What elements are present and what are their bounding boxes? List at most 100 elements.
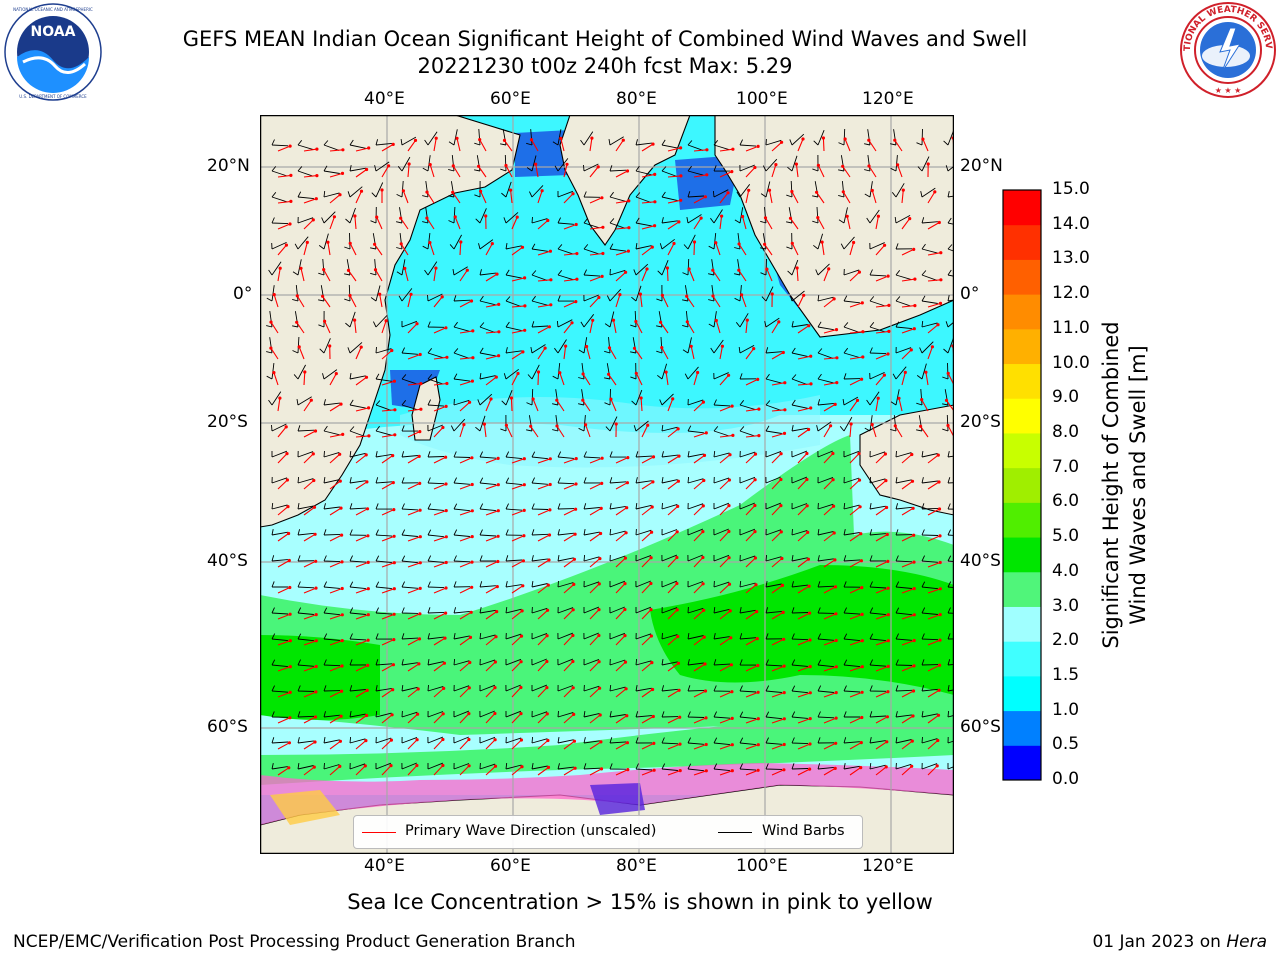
wind-barb <box>765 554 782 562</box>
wave-direction-arrow <box>641 481 654 490</box>
wind-barb <box>268 261 282 276</box>
wave-direction-arrow <box>842 165 851 178</box>
wave-direction-arrow <box>745 378 758 386</box>
wave-arrow-head <box>912 247 916 251</box>
wave-arrow-head <box>876 396 880 400</box>
wind-barb <box>397 156 411 172</box>
wave-direction-arrow <box>530 425 539 438</box>
wave-arrow-head <box>876 214 881 218</box>
wind-barb-swatch <box>718 832 752 833</box>
wave-direction-arrow <box>797 325 810 334</box>
wave-direction-arrow <box>400 243 409 256</box>
wind-barb <box>609 191 626 202</box>
wave-direction-arrow <box>300 268 305 282</box>
wind-barb <box>297 737 314 744</box>
wave-direction-arrow <box>374 243 383 256</box>
wind-barb <box>401 685 418 692</box>
wind-barb <box>427 659 444 666</box>
wave-direction-arrow <box>511 739 522 750</box>
wave-direction-arrow <box>277 398 281 412</box>
wave-direction-arrow <box>693 636 705 646</box>
wind-barb <box>297 425 315 432</box>
wave-direction-arrow <box>849 742 862 750</box>
wind-barb <box>657 260 669 276</box>
wave-direction-arrow <box>433 327 447 334</box>
wave-direction-arrow <box>712 269 721 282</box>
wave-direction-arrow <box>901 614 915 620</box>
wave-arrow-head <box>493 711 497 716</box>
wave-arrow-head <box>496 534 500 538</box>
wind-barb <box>947 581 954 589</box>
wave-direction-arrow <box>817 217 825 230</box>
wave-direction-arrow <box>849 613 863 620</box>
wind-barb <box>813 130 825 146</box>
wave-direction-arrow <box>771 584 783 594</box>
wind-barb <box>869 242 885 250</box>
wind-barb <box>479 347 496 357</box>
wave-direction-arrow <box>303 480 315 490</box>
wave-direction-arrow <box>715 320 721 334</box>
wave-direction-arrow <box>823 613 837 620</box>
wave-arrow-head <box>704 769 708 773</box>
wave-direction-arrow <box>844 138 851 152</box>
wave-arrow-head <box>574 507 578 511</box>
wave-direction-arrow <box>745 665 759 672</box>
wind-barb <box>765 528 782 536</box>
lat-tick-right-40s: 40°S <box>960 551 1001 571</box>
wave-arrow-head <box>314 559 318 563</box>
wind-barb <box>370 259 377 276</box>
wave-arrow-head <box>573 532 577 536</box>
wave-arrow-head <box>781 350 785 355</box>
wave-arrow-head <box>392 379 396 383</box>
wave-direction-arrow <box>901 740 913 750</box>
wave-direction-arrow <box>667 243 675 256</box>
wave-arrow-head <box>651 714 655 719</box>
wave-arrow-head <box>444 509 448 513</box>
wave-arrow-head <box>939 278 943 282</box>
wind-barb <box>557 580 574 588</box>
wind-barb <box>453 348 470 359</box>
wave-direction-arrow <box>927 535 941 542</box>
wave-direction-arrow <box>641 246 653 256</box>
wave-direction-arrow <box>641 506 653 516</box>
wind-barb <box>531 684 548 692</box>
wave-arrow-head <box>860 301 864 305</box>
wind-barb <box>869 322 886 333</box>
wave-direction-arrow <box>277 742 290 750</box>
wave-direction-arrow <box>433 662 445 672</box>
lon-tick-top-120e: 120°E <box>862 89 914 109</box>
wave-arrow-head <box>545 686 549 690</box>
wave-direction-arrow <box>719 434 733 438</box>
wind-barb <box>838 181 845 198</box>
wind-barb <box>947 244 954 252</box>
wind-barb <box>765 425 782 434</box>
wind-barb <box>661 606 678 614</box>
wave-direction-arrow <box>901 665 915 672</box>
wave-arrow-head <box>887 303 891 307</box>
wave-arrow-head <box>833 766 837 771</box>
wave-direction-arrow <box>433 427 444 438</box>
wave-direction-arrow <box>483 424 487 438</box>
wave-arrow-head <box>780 556 784 561</box>
wave-arrow-head <box>816 163 821 167</box>
wind-barb <box>764 317 780 328</box>
wind-barb <box>531 451 548 460</box>
wave-direction-arrow <box>277 200 291 204</box>
wind-barb <box>947 217 954 225</box>
wind-barb <box>686 214 702 224</box>
wave-arrow-head <box>893 138 897 142</box>
wind-barb <box>817 555 834 562</box>
wave-direction-arrow <box>641 456 654 464</box>
wind-barb <box>921 243 938 254</box>
wind-barb <box>578 415 586 432</box>
wind-barb <box>708 311 717 328</box>
wave-direction-arrow <box>511 509 525 516</box>
wave-direction-arrow <box>563 193 574 204</box>
wave-direction-arrow <box>615 715 628 724</box>
wind-barb <box>765 607 782 614</box>
wave-direction-arrow <box>667 455 680 464</box>
wave-band-4-5m-west <box>260 635 380 720</box>
wave-direction-arrow <box>485 535 499 542</box>
wind-barb <box>266 363 275 380</box>
wave-direction-arrow <box>849 400 858 412</box>
